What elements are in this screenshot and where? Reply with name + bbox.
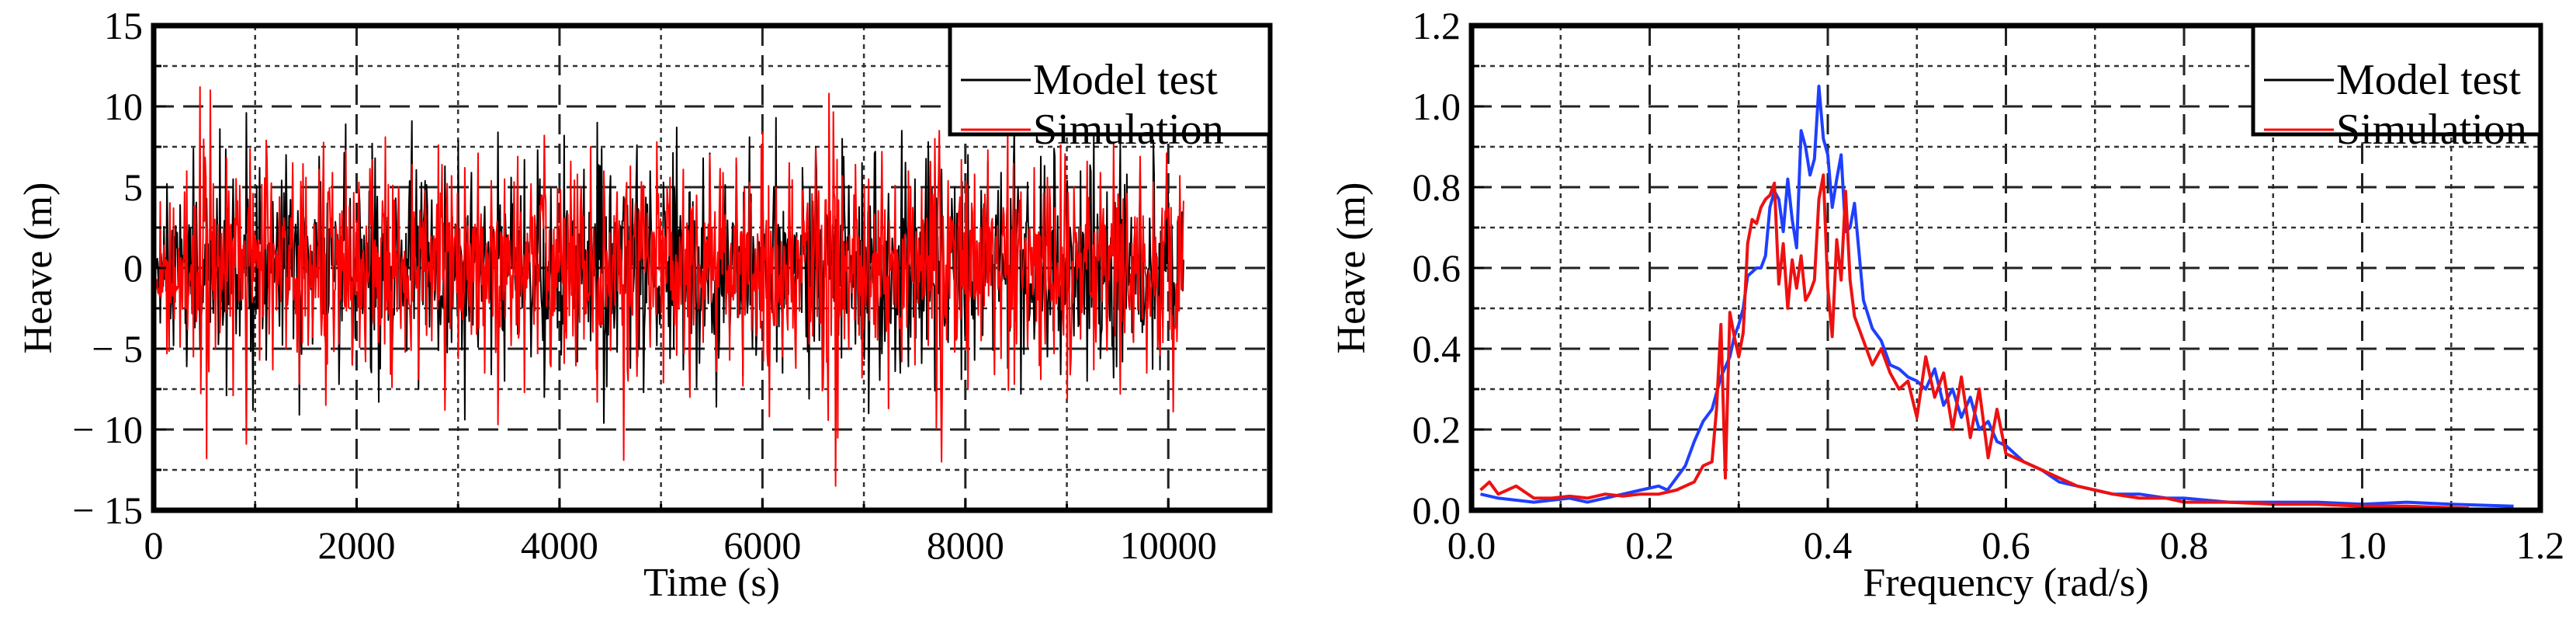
y-tick-label: 5 — [123, 165, 143, 209]
y-tick-label: 0.8 — [1413, 165, 1461, 209]
y-tick-label: − 5 — [92, 327, 143, 370]
y-tick-label: 0.2 — [1413, 408, 1461, 451]
grid — [1472, 26, 2540, 510]
y-tick-label: 0 — [123, 246, 143, 290]
spectrum-plot: 0.0 0.2 0.4 0.6 0.8 1.0 1.2 0.0 0.2 0.4 0.6 0.8 1.0… — [1330, 4, 2564, 605]
y-tick-label: − 10 — [72, 408, 143, 451]
y-tick-label: 1.2 — [1413, 4, 1461, 47]
x-tick-label: 0.8 — [2160, 523, 2209, 567]
x-tick-label: 4000 — [521, 523, 598, 567]
x-tick-label: 6000 — [723, 523, 801, 567]
y-tick-labels: 0.0 0.2 0.4 0.6 0.8 1.0 1.2 — [1413, 4, 1461, 532]
series-line-model-test — [1480, 85, 2514, 508]
x-tick-label: 2000 — [317, 523, 395, 567]
series-group — [153, 86, 1184, 487]
series-line-simulation — [153, 86, 1184, 487]
series-line-simulation — [1479, 173, 2470, 510]
y-tick-label: − 15 — [72, 489, 143, 532]
y-tick-label: 15 — [104, 4, 143, 47]
x-tick-label: 8000 — [927, 523, 1004, 567]
x-tick-label: 0 — [144, 523, 164, 567]
x-tick-label: 0.0 — [1447, 523, 1496, 567]
time-series-plot: 0 2000 4000 6000 8000 10000 15 10 5 0 − 5 − 10 − 15… — [16, 4, 1273, 605]
legend-label: Simulation — [2336, 106, 2527, 154]
legend-label: Simulation — [1033, 106, 1224, 154]
x-tick-label: 0.4 — [1804, 523, 1853, 567]
tick-marks — [1472, 64, 2453, 510]
y-tick-label: 0.0 — [1413, 489, 1461, 532]
x-axis-label: Time (s) — [643, 561, 780, 605]
y-tick-label: 10 — [104, 85, 143, 128]
x-tick-label: 0.2 — [1625, 523, 1674, 567]
x-axis-label: Frequency (rad/s) — [1863, 561, 2148, 605]
legend-label: Model test — [1033, 56, 1218, 104]
x-tick-label: 10000 — [1120, 523, 1217, 567]
y-tick-label: 1.0 — [1413, 85, 1461, 128]
x-tick-label: 1.2 — [2516, 523, 2565, 567]
y-axis-label: Heave (m) — [16, 183, 61, 354]
x-tick-label: 0.6 — [1981, 523, 2030, 567]
series-group — [1479, 85, 2514, 510]
y-tick-labels: 15 10 5 0 − 5 − 10 − 15 — [72, 4, 143, 532]
y-axis-label: Heave (m) — [1330, 183, 1374, 354]
tick-marks — [154, 64, 1170, 510]
y-tick-label: 0.6 — [1413, 246, 1461, 290]
x-tick-labels: 0 2000 4000 6000 8000 10000 — [144, 523, 1217, 567]
legend-label: Model test — [2336, 56, 2521, 104]
y-tick-label: 0.4 — [1413, 327, 1461, 370]
x-tick-labels: 0.0 0.2 0.4 0.6 0.8 1.0 1.2 — [1447, 523, 2565, 567]
x-tick-label: 1.0 — [2338, 523, 2387, 567]
